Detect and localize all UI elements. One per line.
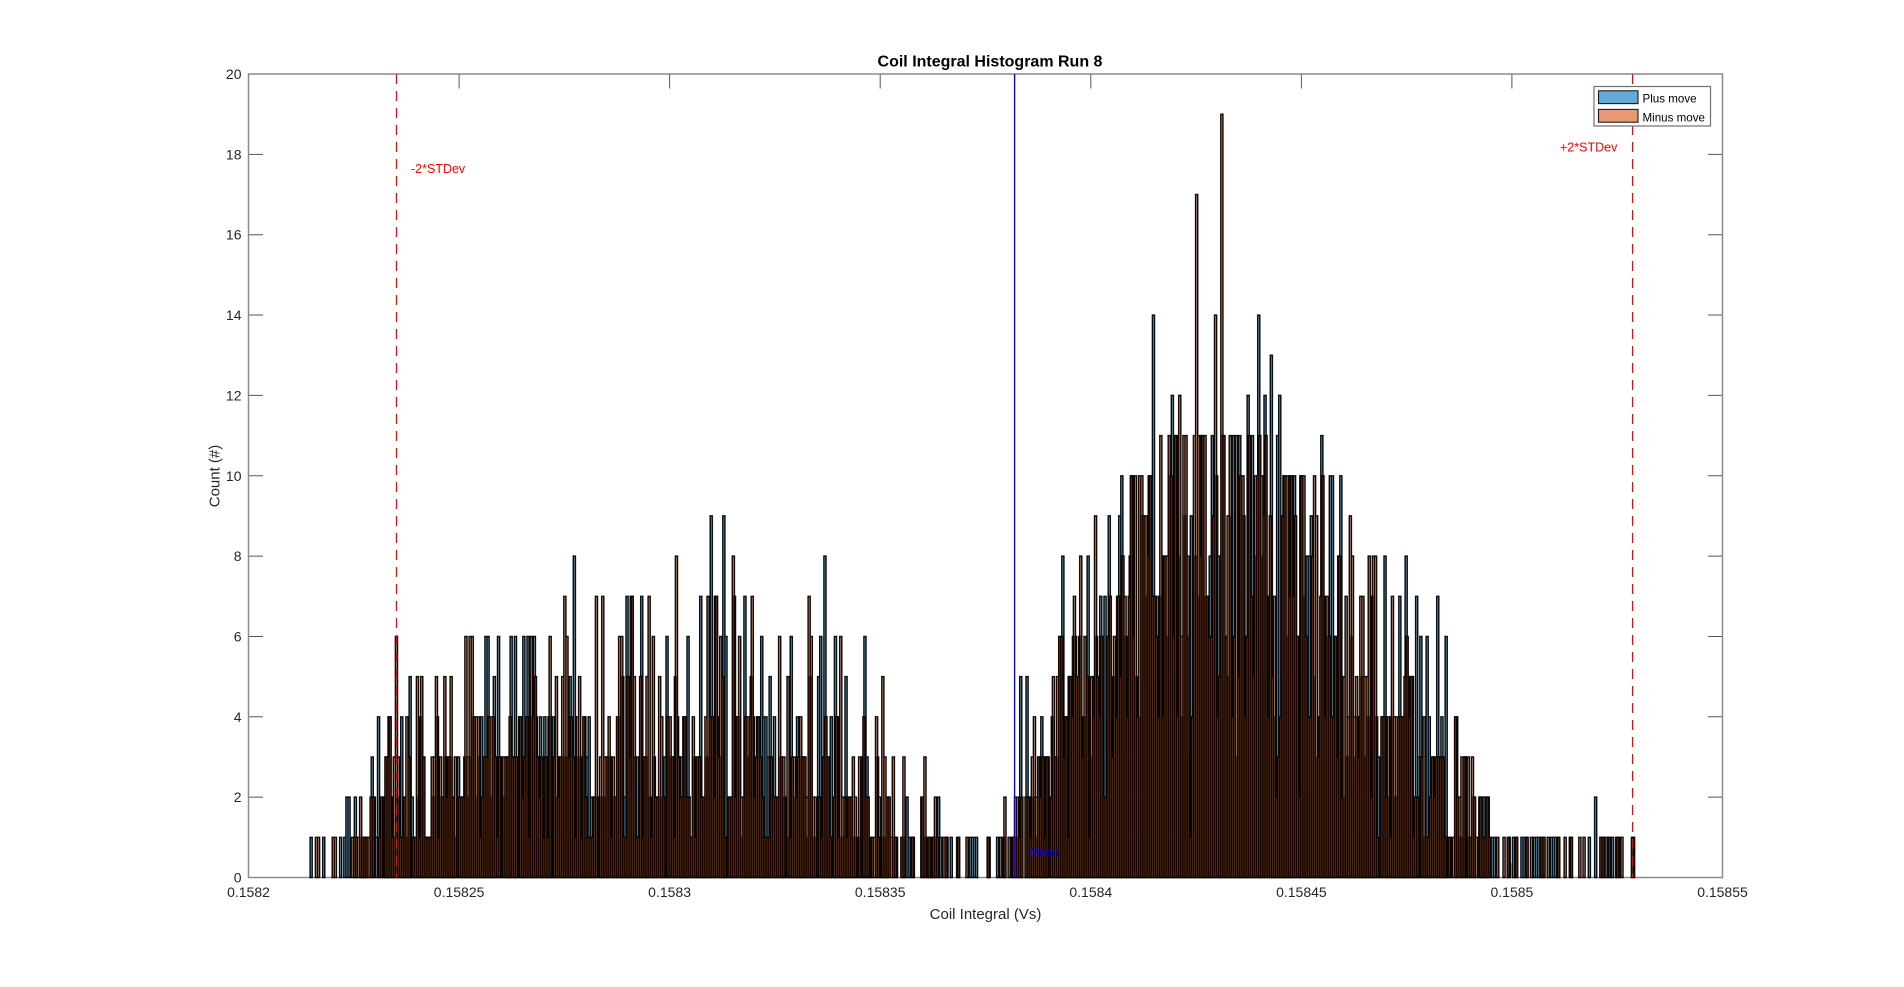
svg-text:12: 12 [226,387,242,403]
svg-text:0.15825: 0.15825 [434,884,485,900]
svg-text:0.15845: 0.15845 [1276,884,1327,900]
svg-text:18: 18 [226,146,242,162]
svg-text:2: 2 [234,789,242,805]
svg-text:Coil Integral (Vs): Coil Integral (Vs) [930,906,1042,923]
svg-text:Mean: Mean [1030,848,1059,860]
svg-text:0.1582: 0.1582 [227,884,270,900]
svg-text:Coil Integral Histogram Run 8: Coil Integral Histogram Run 8 [878,53,1103,70]
svg-text:+2*STDev: +2*STDev [1560,141,1618,155]
svg-text:0.15835: 0.15835 [855,884,906,900]
svg-text:0.1585: 0.1585 [1490,884,1533,900]
svg-text:8: 8 [234,548,242,564]
svg-text:0.1584: 0.1584 [1069,884,1112,900]
svg-text:Minus move: Minus move [1643,111,1706,124]
svg-text:16: 16 [226,227,242,243]
svg-text:0: 0 [234,870,242,886]
svg-text:10: 10 [226,468,242,484]
svg-text:20: 20 [226,66,242,82]
svg-text:Count (#): Count (#) [207,445,224,508]
svg-text:-2*STDev: -2*STDev [411,162,466,176]
svg-text:0.15855: 0.15855 [1697,884,1748,900]
svg-text:0.1583: 0.1583 [648,884,691,900]
svg-text:Plus move: Plus move [1643,93,1697,106]
svg-text:6: 6 [234,629,242,645]
svg-text:4: 4 [234,709,242,725]
svg-text:14: 14 [226,307,242,323]
